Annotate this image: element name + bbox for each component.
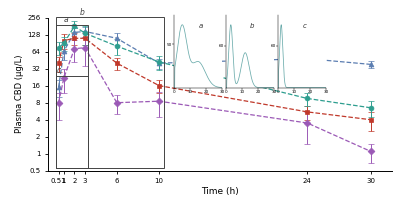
Text: a: a — [198, 23, 202, 28]
Text: c: c — [302, 23, 306, 28]
Bar — [56, 25, 88, 168]
Bar — [56, 76, 88, 168]
Text: b: b — [250, 23, 255, 28]
Text: b: b — [80, 8, 85, 17]
Text: a: a — [64, 15, 68, 24]
X-axis label: Time (h): Time (h) — [201, 187, 239, 196]
Text: c: c — [57, 66, 61, 75]
Bar — [56, 17, 164, 168]
Y-axis label: Plasma CBD (μg/L): Plasma CBD (μg/L) — [15, 55, 24, 133]
